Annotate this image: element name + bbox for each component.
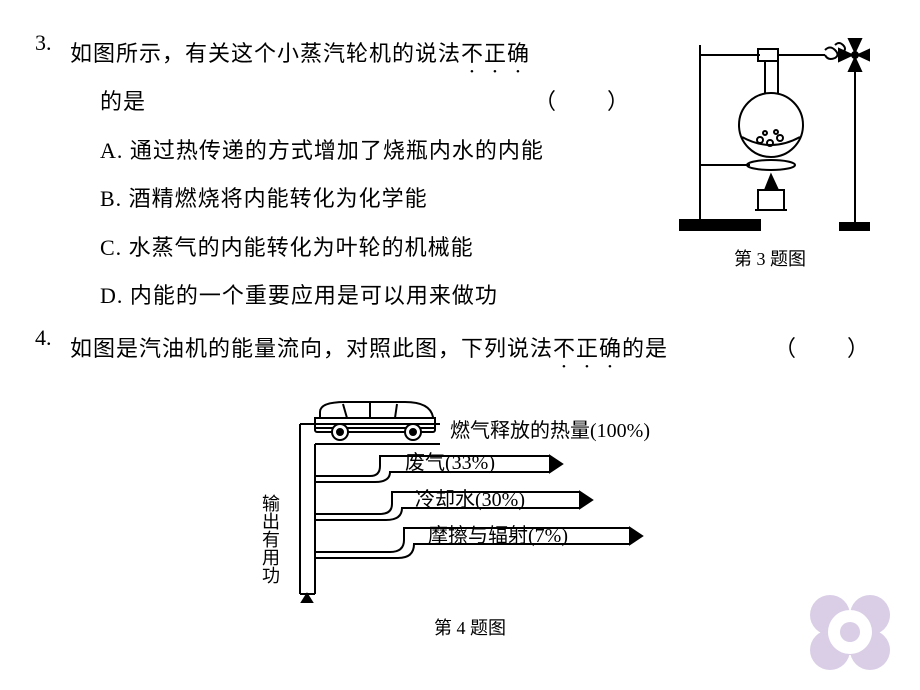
q3-stem-text1: 如图所示，有关这个小蒸汽轮机的说法 — [70, 41, 461, 66]
steam-apparatus-icon — [670, 25, 870, 235]
q3-emph: 不正确 — [461, 41, 530, 66]
row3-label: 冷却水(30%) — [415, 488, 525, 511]
row1-label: 燃气释放的热量(100%) — [450, 419, 650, 442]
q4-answer-blank: （） — [774, 325, 870, 373]
q4-stem-text2: 的是 — [622, 336, 668, 361]
question-4: 4. 如图是汽油机的能量流向，对照此图，下列说法不正确的是 （） 输出有用功 — [70, 325, 870, 639]
q4-stem-text1: 如图是汽油机的能量流向，对照此图，下列说法 — [70, 336, 553, 361]
q3-number: 3. — [35, 30, 52, 56]
paren-right: ） — [847, 336, 870, 361]
paren-left: （ — [774, 336, 797, 361]
figure-4-caption: 第 4 题图 — [240, 614, 700, 640]
q3-option-d: D. 内能的一个重要应用是可以用来做功 — [100, 272, 870, 320]
figure-3-caption: 第 3 题图 — [660, 245, 880, 271]
row4-label: 摩擦与辐射(7%) — [428, 524, 568, 547]
q4-stem: 如图是汽油机的能量流向，对照此图，下列说法不正确的是 （） — [70, 325, 870, 373]
energy-flow-svg: 输出有用功 燃气释放的热量(100%) — [240, 384, 700, 604]
energy-flow-diagram: 输出有用功 燃气释放的热量(100%) — [240, 384, 700, 640]
watermark-icon — [805, 590, 905, 680]
q3-stem-text2: 的是 — [100, 78, 146, 126]
row2-label: 废气(33%) — [405, 451, 495, 474]
paren-right: ） — [607, 89, 630, 114]
paren-left: （ — [534, 89, 557, 114]
figure-3: 第 3 题图 — [660, 25, 880, 271]
q4-emph: 不正确 — [553, 336, 622, 361]
side-label: 输出有用功 — [260, 494, 280, 584]
q3-answer-blank: （） — [534, 78, 630, 126]
q4-stem-wrap: 如图是汽油机的能量流向，对照此图，下列说法不正确的是 — [70, 325, 668, 373]
q4-number: 4. — [35, 325, 52, 351]
